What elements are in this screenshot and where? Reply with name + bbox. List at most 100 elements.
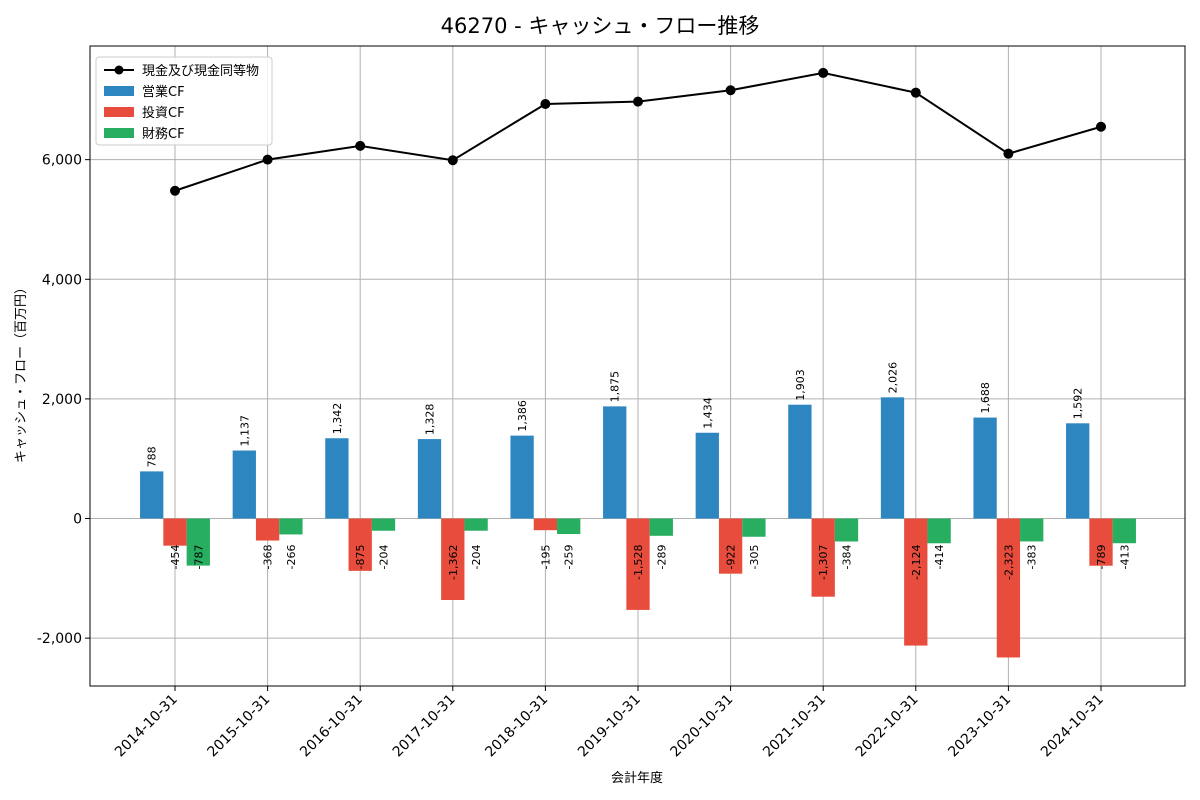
cash-line-point [818, 67, 829, 78]
cash-line-point [170, 185, 180, 196]
bar-value-label: -383 [1026, 545, 1039, 570]
bar-value-label: -368 [262, 545, 275, 570]
bar-財務CF [1112, 518, 1136, 544]
bar-value-label: -922 [725, 545, 738, 570]
bar-営業CF [140, 471, 164, 519]
bar-value-label: -413 [1118, 545, 1131, 570]
bar-投資CF [163, 518, 187, 546]
bar-営業CF [510, 435, 534, 519]
bar-value-label: -454 [169, 545, 182, 570]
x-tick-label: 2018-10-31 [482, 692, 551, 761]
x-tick-label: 2016-10-31 [297, 692, 366, 761]
legend-swatch [104, 86, 134, 96]
bar-投資CF [255, 518, 280, 541]
legend-label: 財務CF [142, 127, 185, 142]
x-tick-label: 2021-10-31 [760, 692, 829, 761]
bar-営業CF [417, 439, 442, 519]
bar-投資CF [533, 518, 558, 531]
bar-value-label: 1,386 [516, 400, 529, 432]
x-tick-label: 2022-10-31 [853, 692, 922, 761]
bar-財務CF [186, 518, 210, 566]
data-labels: 788 1,137 1,342 1,328 1,386 1,875 1,434 1,903 2,… [146, 362, 1132, 580]
bar-value-label: -1,528 [632, 545, 645, 580]
y-tick-label: 2,000 [42, 392, 82, 408]
cash-line-point [540, 99, 551, 110]
y-tick-label: -2,000 [37, 631, 82, 647]
bar-value-label: 1,137 [238, 415, 251, 447]
legend-swatch [104, 128, 134, 138]
bar-財務CF [649, 518, 673, 536]
cash-line-point [1096, 121, 1106, 132]
cash-line-point [447, 155, 458, 166]
x-axis-label: 会計年度 [611, 770, 663, 786]
x-tick-label: 2017-10-31 [390, 692, 459, 761]
bar-投資CF [1089, 518, 1113, 566]
bar-value-label: 1,328 [424, 404, 437, 436]
bar-投資CF [904, 518, 928, 646]
bar-財務CF [557, 518, 581, 535]
bar-value-label: -266 [285, 545, 298, 570]
bar-value-label: -414 [933, 545, 946, 570]
y-tick-label: 4,000 [42, 272, 82, 288]
bar-財務CF [742, 518, 766, 537]
bar-財務CF [834, 518, 859, 542]
bar-営業CF [1066, 423, 1090, 519]
bar-value-label: -259 [563, 545, 576, 570]
bar-投資CF [718, 518, 743, 574]
cash-line-point [262, 154, 273, 165]
bar-営業CF [973, 417, 997, 519]
cash-line-point [633, 96, 643, 107]
cash-line-point [910, 87, 921, 98]
bar-営業CF [603, 406, 627, 519]
bar-value-label: 2,026 [887, 362, 900, 394]
bar-営業CF [788, 404, 812, 519]
bar-投資CF [996, 518, 1021, 658]
bar-value-label: -2,323 [1002, 545, 1015, 580]
legend-label: 営業CF [142, 84, 185, 100]
cash-line-point [725, 85, 736, 96]
bars [140, 397, 1136, 658]
x-tick-label: 2014-10-31 [112, 692, 181, 761]
bar-value-label: 1,903 [794, 369, 807, 401]
bar-value-label: 1,342 [331, 403, 344, 435]
bar-営業CF [695, 432, 719, 519]
bar-投資CF [626, 518, 650, 610]
y-axis-label: キャッシュ・フロー（百万円） [14, 281, 29, 463]
cash-line-point [355, 140, 366, 151]
legend-swatch [104, 107, 134, 117]
bar-value-label: 1,688 [979, 382, 992, 414]
axes: -2,000 0 2,000 4,000 6,000 2014-10-31 2015-10-… [37, 153, 1107, 761]
bar-value-label: -384 [841, 545, 854, 570]
bar-投資CF [348, 518, 372, 571]
bar-営業CF [880, 397, 905, 519]
legend-box [95, 56, 273, 146]
y-tick-label: 0 [73, 512, 82, 528]
bar-value-label: -195 [539, 545, 552, 570]
cash-line [170, 67, 1106, 196]
bar-value-label: -2,124 [910, 545, 923, 580]
bar-財務CF [927, 518, 951, 544]
bar-value-label: 1,592 [1072, 388, 1085, 420]
bar-value-label: 1,434 [701, 397, 714, 429]
bar-value-label: 1,875 [609, 371, 622, 403]
chart-title: 46270 - キャッシュ・フロー推移 [441, 14, 760, 38]
bar-財務CF [464, 518, 488, 531]
bar-営業CF [325, 438, 349, 519]
x-tick-label: 2015-10-31 [205, 692, 274, 761]
bar-value-label: -1,307 [817, 545, 830, 580]
bar-財務CF [371, 518, 396, 531]
bar-value-label: -204 [470, 545, 483, 570]
x-tick-label: 2019-10-31 [575, 692, 644, 761]
x-tick-label: 2024-10-31 [1038, 692, 1107, 761]
bar-value-label: -789 [1095, 545, 1108, 570]
legend-label: 現金及び現金同等物 [142, 63, 259, 79]
bar-value-label: -204 [378, 545, 391, 570]
bar-営業CF [232, 450, 256, 519]
legend-marker [114, 65, 124, 75]
x-tick-label: 2020-10-31 [668, 692, 737, 761]
bar-財務CF [279, 518, 303, 535]
x-tick-label: 2023-10-31 [945, 692, 1014, 761]
bar-投資CF [811, 518, 835, 597]
